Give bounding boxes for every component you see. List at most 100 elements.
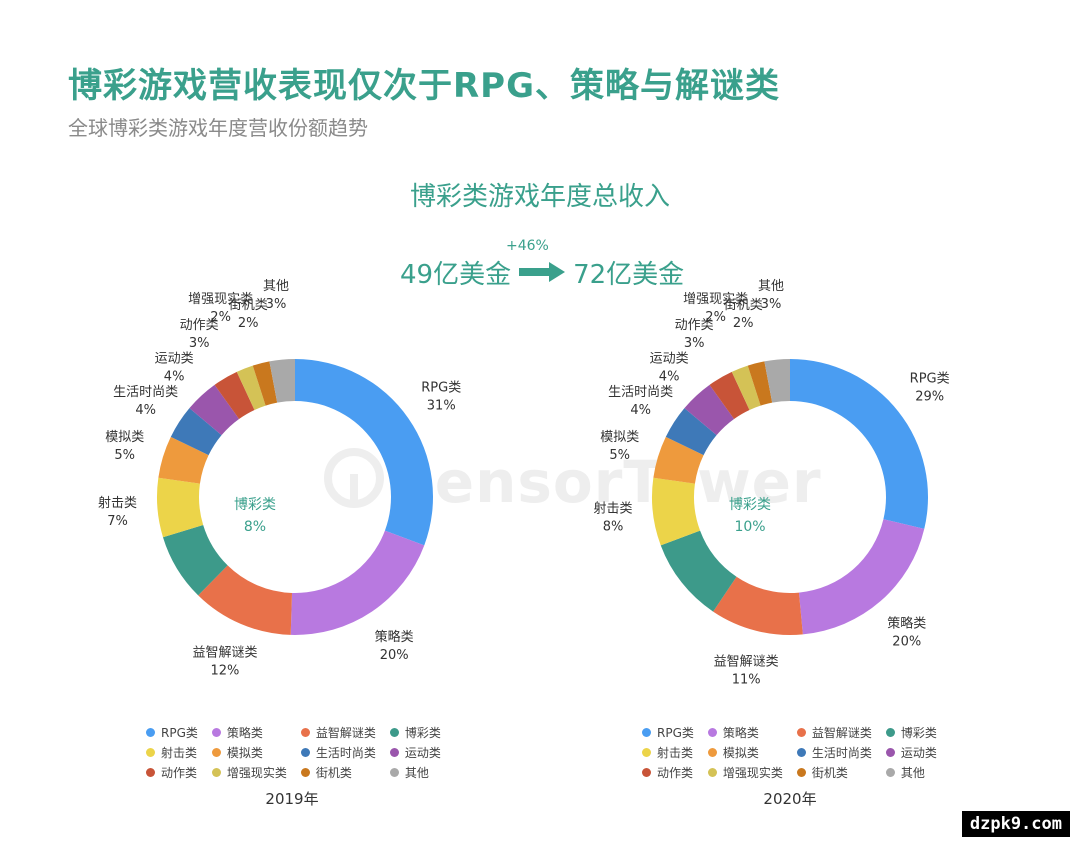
legend-swatch (146, 768, 155, 777)
legend-label: 策略类 (226, 726, 263, 740)
slice-category-label: 增强现实类 (683, 292, 748, 307)
slice-value-label: 2% (210, 310, 231, 325)
slice-category-label: 其他 (758, 279, 784, 294)
revenue-row: 49亿美金 72亿美金 (400, 254, 684, 290)
legend-swatch (642, 748, 651, 757)
slice-value-label: 3% (761, 297, 782, 312)
slice-value-label: 20% (380, 648, 409, 663)
legend-label: 生活时尚类 (315, 746, 376, 760)
legend-label: 增强现实类 (722, 766, 783, 780)
slice-category-label: 动作类 (180, 318, 219, 333)
slice-value-label: 4% (135, 403, 156, 418)
center-value-label: 10% (734, 519, 765, 535)
legend-label: 其他 (900, 766, 925, 780)
legend-label: 博彩类 (900, 726, 937, 740)
slice-category-label: 策略类 (375, 629, 414, 645)
donut-slice (157, 477, 204, 538)
legend-item: 射击类 (146, 744, 198, 761)
slice-category-label: 其他 (263, 279, 289, 294)
legend-swatch (707, 768, 717, 777)
legend-label: 射击类 (161, 746, 198, 760)
slice-value-label: 5% (609, 448, 630, 463)
slice-category-label: 益智解谜类 (714, 655, 779, 670)
legend-item: 益智解谜类 (796, 724, 872, 741)
donut-slice (790, 359, 928, 529)
donut-slice (665, 408, 717, 456)
legend-swatch (389, 768, 399, 777)
legend-item: 益智解谜类 (300, 724, 376, 741)
donut-slice (252, 361, 278, 406)
slice-value-label: 31% (427, 399, 456, 414)
legend-item: RPG类 (642, 724, 694, 741)
legend-swatch (146, 748, 155, 757)
legend-label: 动作类 (161, 766, 198, 780)
slice-category-label: 动作类 (675, 318, 714, 333)
legend-item: 射击类 (642, 744, 694, 761)
legend-label: 运动类 (900, 746, 937, 760)
slice-category-label: RPG类 (910, 372, 950, 387)
slice-category-label: 街机类 (724, 298, 763, 313)
center-category-label: 博彩类 (234, 496, 276, 513)
slice-category-label: 生活时尚类 (113, 385, 178, 400)
slice-value-label: 3% (684, 336, 705, 351)
legend-label: 运动类 (404, 746, 441, 760)
donut-slice (198, 565, 293, 635)
donut-slice (684, 384, 735, 436)
slice-category-label: RPG类 (421, 381, 461, 396)
legend-label: 街机类 (811, 766, 848, 780)
legend-label: RPG类 (657, 726, 694, 740)
legend-label: 街机类 (315, 766, 352, 780)
donut-slice (290, 530, 425, 635)
slice-category-label: 街机类 (229, 298, 268, 313)
slice-category-label: 射击类 (98, 495, 137, 511)
legend-item: 其他 (389, 764, 441, 781)
legend-item: 博彩类 (885, 724, 937, 741)
legend-item: 运动类 (885, 744, 937, 761)
legend-label: RPG类 (161, 726, 198, 740)
legend-item: 动作类 (146, 764, 198, 781)
legend-label: 其他 (404, 766, 429, 780)
legend-swatch (211, 728, 221, 737)
legend-swatch (211, 748, 221, 757)
legend-item: RPG类 (146, 724, 198, 741)
legend-swatch (642, 728, 651, 737)
legend-swatch (389, 728, 399, 737)
slice-category-label: 增强现实类 (188, 292, 253, 307)
legend-label: 增强现实类 (226, 766, 287, 780)
legend-swatch (300, 748, 310, 757)
slice-value-label: 4% (630, 403, 651, 418)
legend-item: 策略类 (707, 724, 783, 741)
donut-slice (170, 408, 222, 456)
legend-swatch (885, 768, 895, 777)
slice-value-label: 8% (603, 519, 624, 534)
slice-value-label: 4% (659, 369, 680, 384)
legend-item: 模拟类 (211, 744, 287, 761)
legend-swatch (707, 748, 717, 757)
slice-value-label: 20% (892, 634, 921, 649)
donut-slice (731, 365, 761, 410)
site-badge: dzpk9.com (961, 811, 1070, 837)
revenue-title: 博彩类游戏年度总收入 (409, 182, 670, 212)
slice-category-label: 运动类 (155, 351, 194, 366)
legend-swatch (707, 728, 717, 737)
legend-swatch (796, 748, 806, 757)
watermark: SensorTower (392, 448, 822, 516)
legend-item: 策略类 (211, 724, 287, 741)
donut-slice (236, 365, 266, 410)
donut-slice (189, 384, 240, 436)
right-arrow-icon (519, 262, 566, 282)
center-value-label: 8% (244, 519, 266, 535)
slice-category-label: 模拟类 (105, 430, 144, 445)
year-label-2019: 2019年 (265, 790, 319, 808)
slice-category-label: 运动类 (650, 351, 689, 366)
legend-swatch (642, 768, 651, 777)
legend-label: 模拟类 (226, 746, 263, 760)
slice-value-label: 4% (164, 369, 185, 384)
slice-value-label: 3% (266, 297, 287, 312)
slice-value-label: 7% (107, 514, 128, 529)
legend-label: 益智解谜类 (315, 726, 376, 740)
legend-label: 益智解谜类 (811, 726, 872, 740)
donut-slice (713, 576, 803, 635)
donut-slice (214, 371, 255, 419)
